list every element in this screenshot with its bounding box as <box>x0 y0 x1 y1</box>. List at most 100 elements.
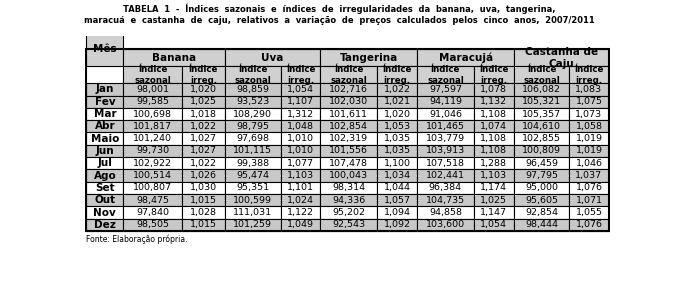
Bar <box>570 66 609 83</box>
Bar <box>570 108 609 120</box>
Bar <box>514 194 570 206</box>
Bar <box>417 182 473 194</box>
Bar <box>86 32 123 66</box>
Text: 1,076: 1,076 <box>576 220 603 230</box>
Text: 99,388: 99,388 <box>237 159 269 168</box>
Bar <box>182 120 225 133</box>
Bar <box>570 182 609 194</box>
Text: 1,025: 1,025 <box>480 196 507 205</box>
Text: Nov: Nov <box>94 207 116 217</box>
Bar <box>225 206 281 219</box>
Bar <box>182 194 225 206</box>
Bar <box>225 83 281 95</box>
Bar <box>86 182 123 194</box>
Text: 101,817: 101,817 <box>133 122 172 131</box>
Text: 100,514: 100,514 <box>133 171 172 180</box>
Bar <box>123 83 182 95</box>
Text: Ago: Ago <box>94 171 116 181</box>
Bar <box>182 182 225 194</box>
Text: 98,505: 98,505 <box>136 220 170 230</box>
Text: Banana: Banana <box>152 53 196 63</box>
Text: 1,288: 1,288 <box>480 159 507 168</box>
Bar <box>377 66 417 83</box>
Bar <box>514 133 570 145</box>
Text: 1,054: 1,054 <box>287 85 315 94</box>
Text: 1,018: 1,018 <box>190 110 217 118</box>
Text: 92,854: 92,854 <box>525 208 558 217</box>
Bar <box>225 133 281 145</box>
Bar <box>570 194 609 206</box>
Text: 94,119: 94,119 <box>429 97 462 106</box>
Bar <box>123 169 182 182</box>
Text: Maio: Maio <box>91 134 119 144</box>
Bar <box>377 219 417 231</box>
Text: 97,698: 97,698 <box>237 134 269 143</box>
Bar <box>281 108 321 120</box>
Text: Set: Set <box>95 183 115 193</box>
Bar <box>321 145 377 157</box>
Bar <box>182 157 225 169</box>
Bar <box>377 169 417 182</box>
Bar <box>86 169 123 182</box>
Text: 1,049: 1,049 <box>287 220 315 230</box>
Bar <box>514 83 570 95</box>
Text: 98,001: 98,001 <box>136 85 170 94</box>
Bar <box>182 108 225 120</box>
Text: Abr: Abr <box>94 121 115 131</box>
Text: 101,115: 101,115 <box>233 146 273 156</box>
Text: 1,074: 1,074 <box>480 122 507 131</box>
Text: 97,795: 97,795 <box>525 171 558 180</box>
Text: TABELA  1  -  Índices  sazonais  e  índices  de  irregularidades  da  banana,  u: TABELA 1 - Índices sazonais e índices de… <box>83 3 595 25</box>
Text: 91,046: 91,046 <box>429 110 462 118</box>
Bar <box>123 157 182 169</box>
Text: 1,015: 1,015 <box>190 196 217 205</box>
Bar <box>182 206 225 219</box>
Bar <box>123 133 182 145</box>
Bar <box>377 83 417 95</box>
Text: 105,321: 105,321 <box>522 97 561 106</box>
Bar <box>473 169 514 182</box>
Text: 1,024: 1,024 <box>287 196 315 205</box>
Text: 102,854: 102,854 <box>329 122 368 131</box>
Bar <box>86 219 123 231</box>
Text: 99,730: 99,730 <box>136 146 170 156</box>
Bar <box>514 120 570 133</box>
Bar <box>225 95 281 108</box>
Bar <box>473 133 514 145</box>
Text: Mês: Mês <box>93 44 117 54</box>
Bar <box>321 182 377 194</box>
Bar <box>123 194 182 206</box>
Text: 1,108: 1,108 <box>480 134 507 143</box>
Text: 1,022: 1,022 <box>190 159 217 168</box>
Bar <box>570 83 609 95</box>
Bar <box>417 66 473 83</box>
Bar <box>417 219 473 231</box>
Bar <box>123 49 225 66</box>
Bar <box>417 194 473 206</box>
Text: 1,026: 1,026 <box>190 171 217 180</box>
Bar <box>225 108 281 120</box>
Text: 100,599: 100,599 <box>233 196 273 205</box>
Bar <box>473 145 514 157</box>
Bar <box>377 157 417 169</box>
Text: 1,022: 1,022 <box>384 85 410 94</box>
Bar <box>225 66 281 83</box>
Bar <box>123 206 182 219</box>
Text: 102,441: 102,441 <box>426 171 465 180</box>
Bar <box>377 145 417 157</box>
Bar <box>281 95 321 108</box>
Text: 1,075: 1,075 <box>576 97 603 106</box>
Text: 1,108: 1,108 <box>480 146 507 156</box>
Text: 98,859: 98,859 <box>237 85 269 94</box>
Text: 1,046: 1,046 <box>576 159 603 168</box>
Text: 100,809: 100,809 <box>522 146 561 156</box>
Bar <box>281 120 321 133</box>
Text: 1,122: 1,122 <box>287 208 315 217</box>
Bar <box>570 95 609 108</box>
Text: 107,478: 107,478 <box>329 159 368 168</box>
Text: 101,259: 101,259 <box>233 220 273 230</box>
Text: 97,597: 97,597 <box>429 85 462 94</box>
Bar <box>281 194 321 206</box>
Text: 95,351: 95,351 <box>237 183 269 192</box>
Bar <box>86 133 123 145</box>
